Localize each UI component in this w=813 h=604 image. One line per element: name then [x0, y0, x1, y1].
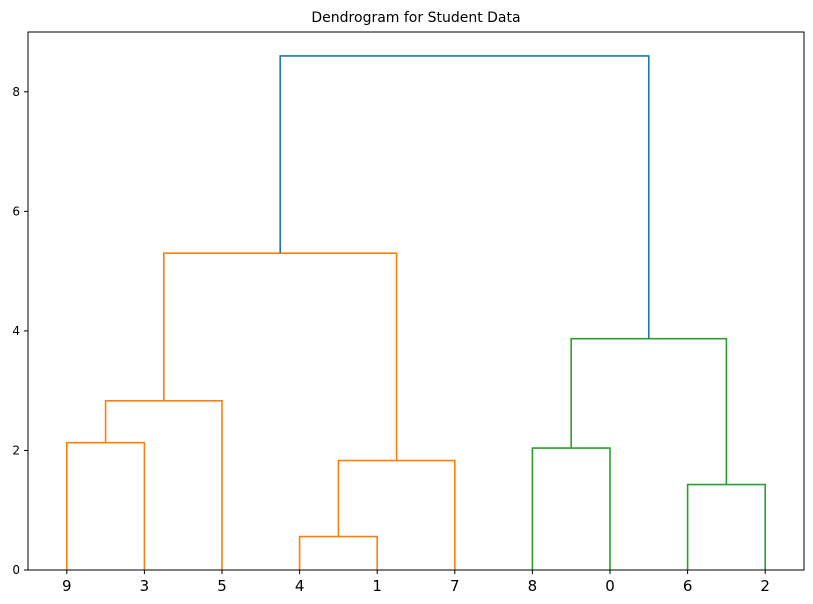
leaf-label-1: 1 [372, 577, 382, 595]
dendrogram-link-1 [298, 535, 378, 570]
leaf-label-0: 0 [605, 577, 615, 595]
leaf-label-2: 2 [760, 577, 770, 595]
leaf-label-4: 4 [295, 577, 305, 595]
chart-title: Dendrogram for Student Data [311, 10, 520, 26]
dendrogram-links [66, 55, 766, 570]
y-tick-label-0: 0 [12, 563, 20, 577]
dendrogram-link-8 [279, 55, 650, 339]
dendrogram-link-3 [337, 459, 456, 570]
dendrogram-link-0 [66, 441, 146, 570]
y-tick-label-8: 8 [12, 85, 20, 99]
dendrogram-link-4 [531, 447, 611, 570]
leaf-label-7: 7 [450, 577, 460, 595]
dendrogram-link-5 [104, 400, 223, 570]
leaf-label-6: 6 [683, 577, 693, 595]
dendrogram-link-6 [570, 337, 728, 485]
y-tick-label-6: 6 [12, 204, 20, 218]
plot-frame [27, 31, 805, 571]
y-tick-label-2: 2 [12, 443, 20, 457]
dendrogram-link-2 [686, 483, 766, 570]
y-tick-label-4: 4 [12, 324, 20, 338]
axes: 0 2 4 6 8 9 3 5 4 1 7 8 0 6 2 [12, 31, 805, 595]
dendrogram-link-7 [163, 252, 398, 461]
leaf-label-8: 8 [528, 577, 538, 595]
leaf-label-9: 9 [62, 577, 72, 595]
leaf-label-5: 5 [217, 577, 227, 595]
leaf-label-3: 3 [140, 577, 150, 595]
